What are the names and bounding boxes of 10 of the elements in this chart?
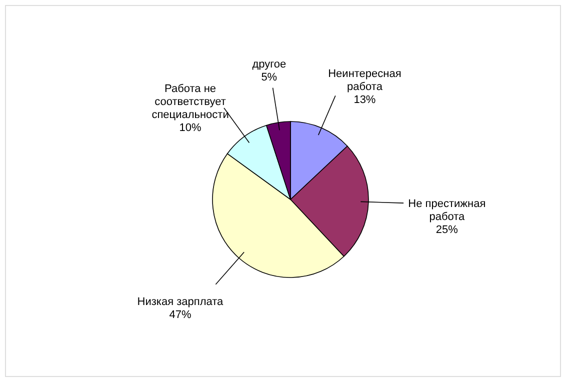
data-label: 13% [354, 94, 376, 106]
data-label: 47% [169, 308, 192, 321]
slice-label: другое [252, 58, 286, 71]
data-label: 25% [436, 224, 458, 236]
slice-label: Неинтересная работа [328, 68, 402, 94]
data-label: 5% [261, 72, 278, 84]
slice-label: Не престижная работа [408, 198, 486, 223]
data-label: 10% [179, 122, 202, 134]
slice-label: Низкая зарплата [137, 296, 224, 308]
slice-label: Работа не соответствует специальности [152, 83, 229, 122]
